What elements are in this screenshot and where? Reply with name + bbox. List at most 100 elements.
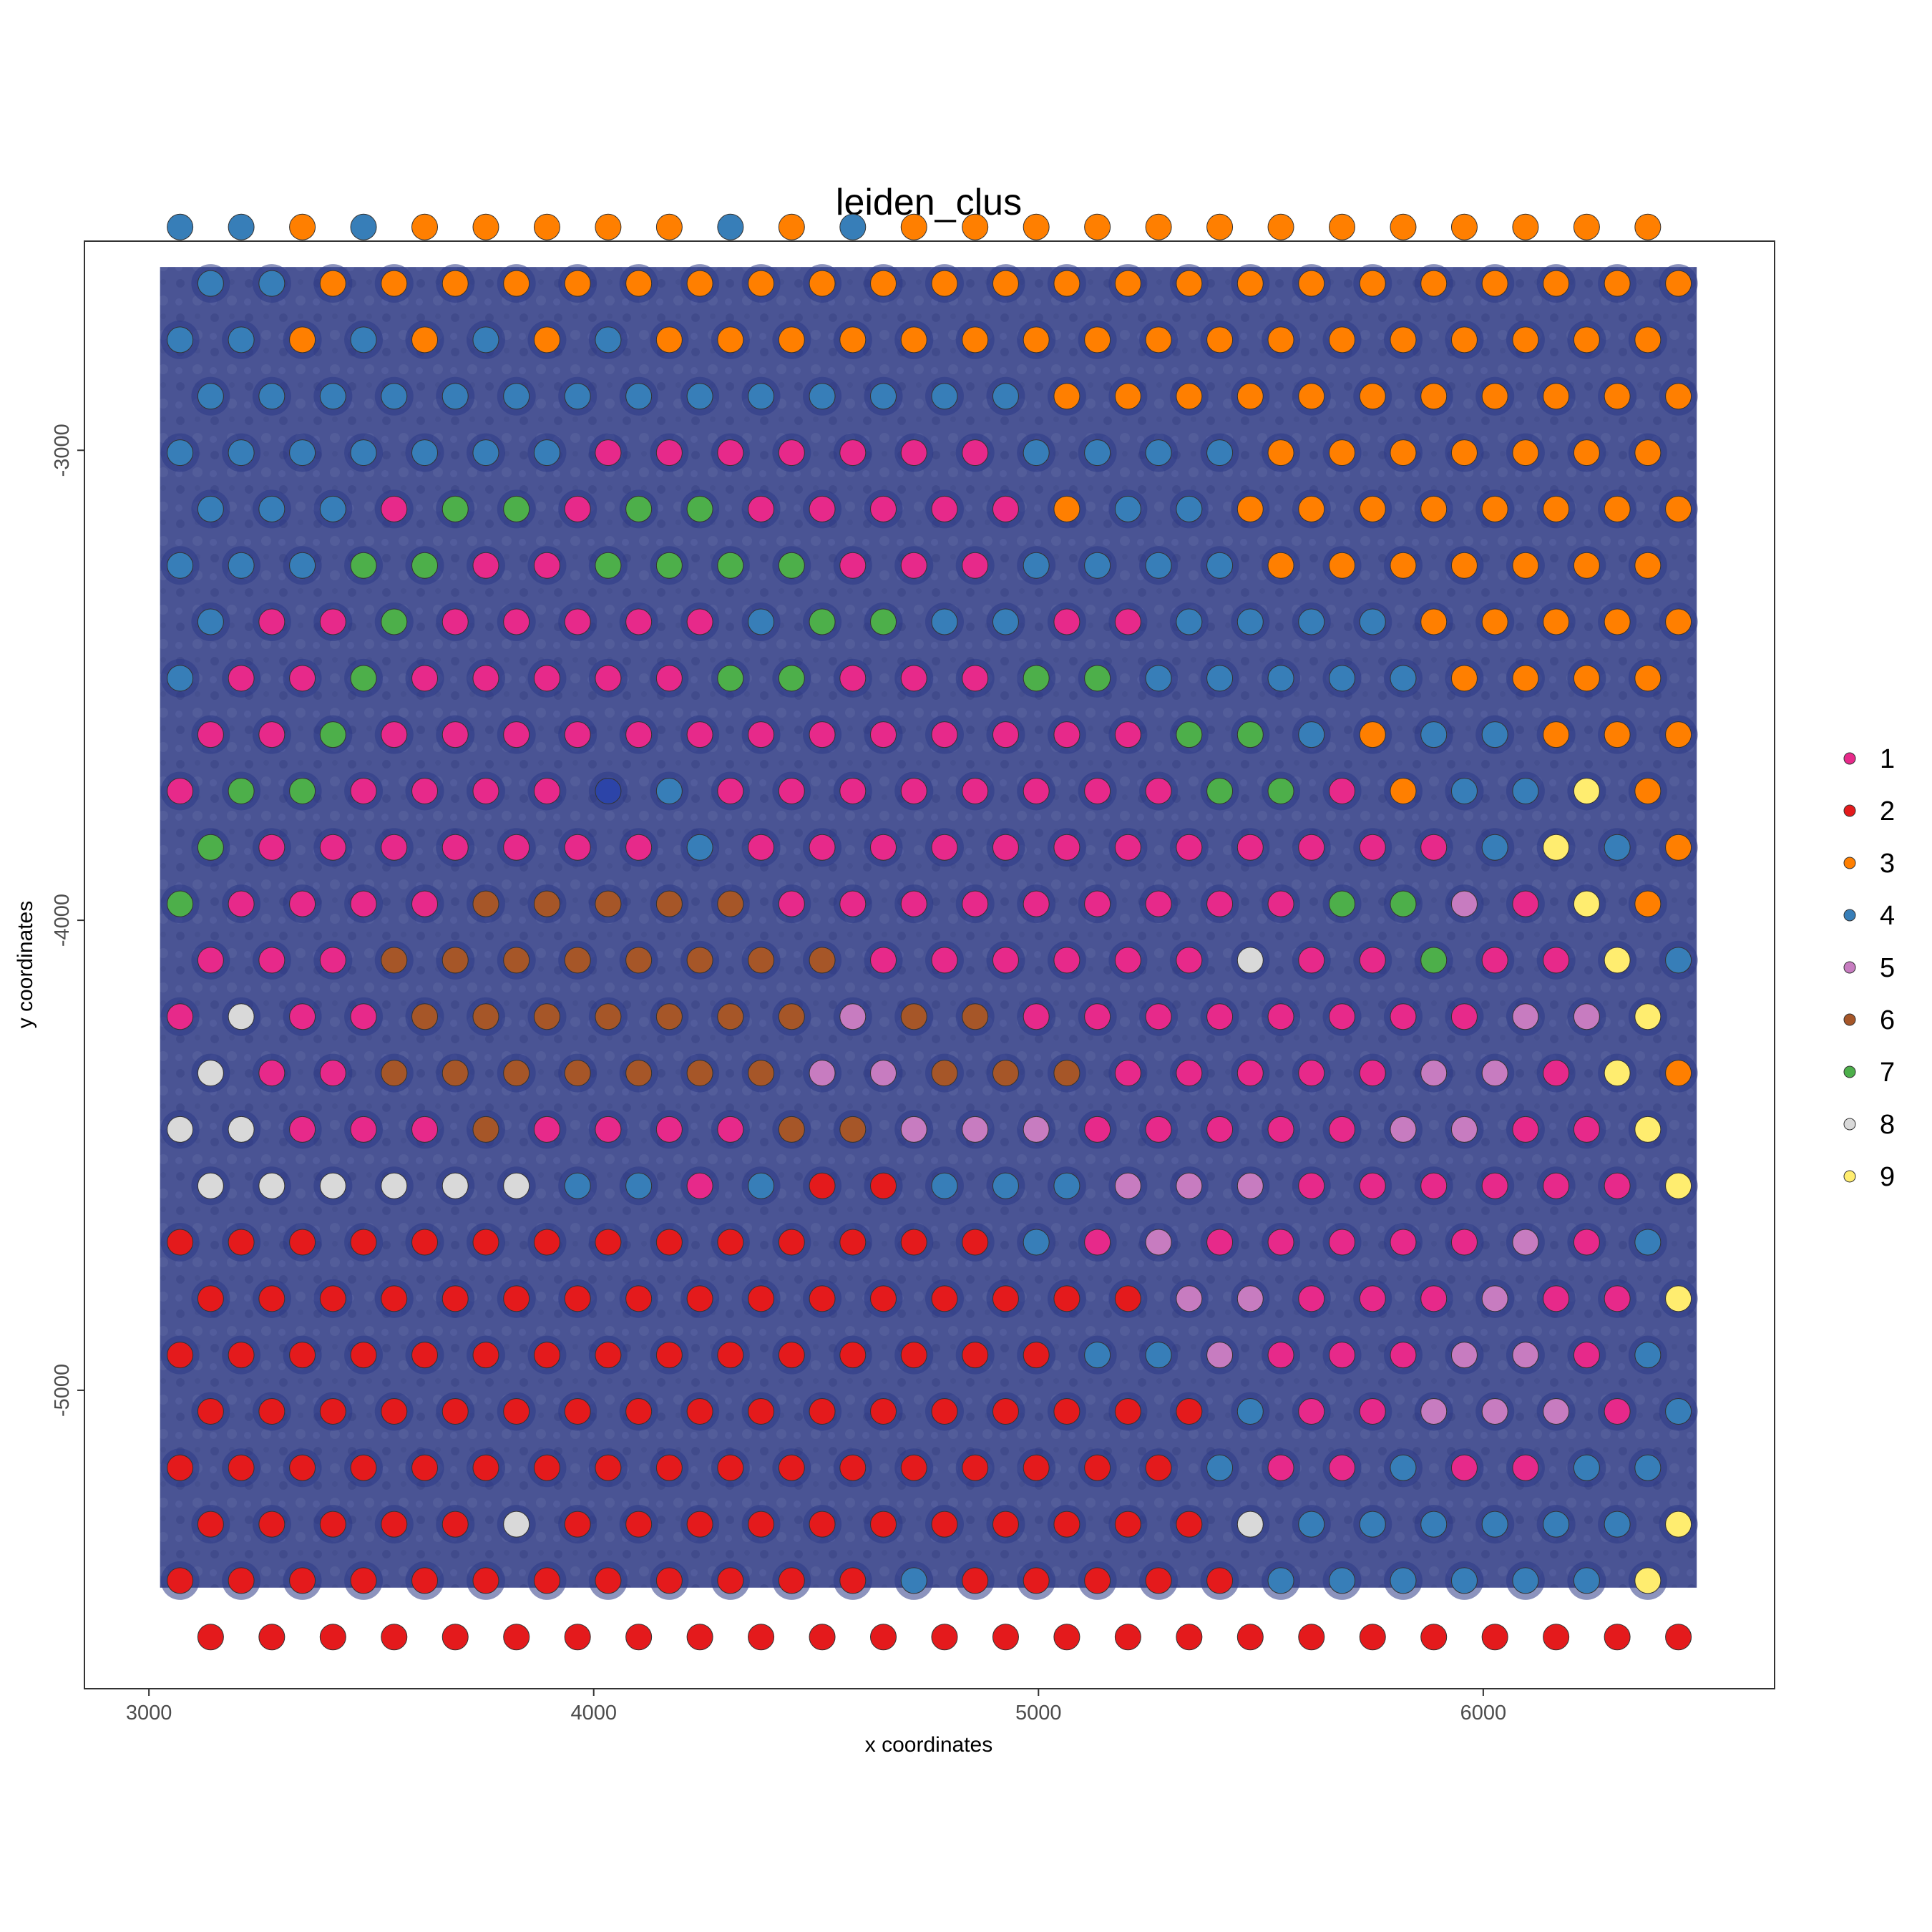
spot-cluster-1 — [962, 552, 989, 579]
spot-cluster-4 — [503, 383, 530, 410]
spot-cluster-5 — [1176, 1172, 1203, 1199]
spot-cluster-2 — [289, 1567, 316, 1594]
spot-cluster-2 — [350, 1567, 377, 1594]
spot-cluster-2 — [748, 1397, 775, 1425]
spot-cluster-2 — [778, 1342, 805, 1369]
spot-cluster-3 — [1176, 383, 1203, 410]
spot-cluster-2 — [1084, 1567, 1111, 1594]
spot-cluster-1 — [1145, 1003, 1172, 1030]
spot-cluster-2 — [1053, 1511, 1080, 1538]
spot-cluster-2 — [1053, 1624, 1080, 1651]
spot-cluster-4 — [1206, 665, 1234, 692]
spot-cluster-1 — [748, 834, 775, 861]
spot-cluster-8 — [503, 1172, 530, 1199]
spot-cluster-4 — [1206, 1454, 1234, 1481]
x-axis-label: x coordinates — [865, 1733, 992, 1757]
spot-cluster-1 — [809, 721, 836, 748]
spot-cluster-2 — [686, 1397, 713, 1425]
spot-cluster-2 — [717, 1567, 744, 1594]
spot-cluster-1 — [1298, 1060, 1325, 1087]
y-tick-label: -4000 — [51, 894, 74, 947]
spot-cluster-1 — [289, 890, 316, 917]
spot-cluster-2 — [411, 1567, 439, 1594]
spot-cluster-1 — [503, 834, 530, 861]
spot-cluster-1 — [748, 721, 775, 748]
spot-cluster-5 — [1512, 1229, 1539, 1256]
spot-cluster-9 — [1604, 1060, 1631, 1087]
spot-cluster-1 — [839, 439, 867, 467]
spot-cluster-7 — [441, 495, 469, 522]
spot-cluster-1 — [197, 947, 224, 974]
spot-cluster-1 — [1573, 1116, 1600, 1143]
spot-cluster-2 — [228, 1342, 255, 1369]
spot-cluster-3 — [1512, 552, 1539, 579]
spot-cluster-5 — [1206, 1342, 1234, 1369]
spot-cluster-7 — [809, 608, 836, 635]
spot-cluster-2 — [809, 1285, 836, 1312]
spot-cluster-4 — [167, 326, 194, 353]
spot-cluster-4 — [1145, 552, 1172, 579]
spot-cluster-3 — [655, 326, 683, 353]
spot-cluster-2 — [686, 1511, 713, 1538]
spot-cluster-1 — [319, 947, 346, 974]
spot-cluster-2 — [870, 1285, 897, 1312]
spot-cluster-2 — [931, 1624, 958, 1651]
spot-cluster-1 — [503, 721, 530, 748]
spot-cluster-1 — [931, 495, 958, 522]
spot-cluster-3 — [1450, 552, 1478, 579]
spot-cluster-1 — [350, 890, 377, 917]
spot-cluster-8 — [258, 1172, 286, 1199]
spot-cluster-1 — [962, 890, 989, 917]
spot-cluster-4 — [717, 213, 744, 240]
spot-cluster-2 — [655, 1454, 683, 1481]
spot-cluster-6 — [992, 1060, 1019, 1087]
spot-cluster-4 — [1665, 947, 1692, 974]
spot-cluster-1 — [1023, 1003, 1050, 1030]
spot-cluster-1 — [1145, 1116, 1172, 1143]
spot-cluster-4 — [1481, 1511, 1508, 1538]
legend-label-9: 9 — [1880, 1162, 1895, 1192]
spot-cluster-4 — [1176, 608, 1203, 635]
spot-cluster-1 — [1298, 947, 1325, 974]
spot-cluster-2 — [809, 1511, 836, 1538]
spot-cluster-4 — [1236, 608, 1264, 635]
legend-key-8 — [1843, 1118, 1856, 1131]
spot-cluster-4 — [197, 383, 224, 410]
spot-cluster-2 — [839, 1229, 867, 1256]
spot-cluster-1 — [1145, 890, 1172, 917]
spot-cluster-1 — [1450, 1229, 1478, 1256]
spot-cluster-4 — [1298, 1511, 1325, 1538]
spot-cluster-2 — [228, 1567, 255, 1594]
spot-cluster-2 — [319, 1285, 346, 1312]
spot-cluster-2 — [778, 1567, 805, 1594]
spot-cluster-3 — [1665, 383, 1692, 410]
spot-cluster-4 — [900, 1567, 927, 1594]
spot-cluster-3 — [1084, 326, 1111, 353]
spot-cluster-1 — [1267, 1003, 1294, 1030]
spot-cluster-1 — [411, 890, 439, 917]
spot-cluster-4 — [1023, 552, 1050, 579]
spot-cluster-2 — [197, 1397, 224, 1425]
legend-label-3: 3 — [1880, 849, 1895, 879]
legend-key-6 — [1843, 1013, 1856, 1026]
spot-cluster-1 — [1543, 947, 1570, 974]
spot-cluster-2 — [1114, 1624, 1141, 1651]
spot-cluster-6 — [717, 1003, 744, 1030]
spot-cluster-1 — [900, 777, 927, 804]
legend-key-9 — [1843, 1170, 1856, 1183]
spot-cluster-6 — [472, 1003, 499, 1030]
spot-cluster-1 — [1329, 1116, 1356, 1143]
spot-cluster-1 — [1359, 1397, 1386, 1425]
spot-cluster-3 — [1634, 777, 1662, 804]
spot-cluster-2 — [472, 1229, 499, 1256]
spot-cluster-3 — [1236, 495, 1264, 522]
spot-cluster-1 — [533, 552, 560, 579]
spot-cluster-1 — [1114, 608, 1141, 635]
spot-cluster-3 — [319, 270, 346, 297]
spot-cluster-2 — [717, 1229, 744, 1256]
spot-cluster-6 — [686, 1060, 713, 1087]
spot-cluster-6 — [655, 1003, 683, 1030]
spot-cluster-3 — [992, 270, 1019, 297]
spot-cluster-8 — [228, 1116, 255, 1143]
spot-cluster-1 — [1481, 947, 1508, 974]
